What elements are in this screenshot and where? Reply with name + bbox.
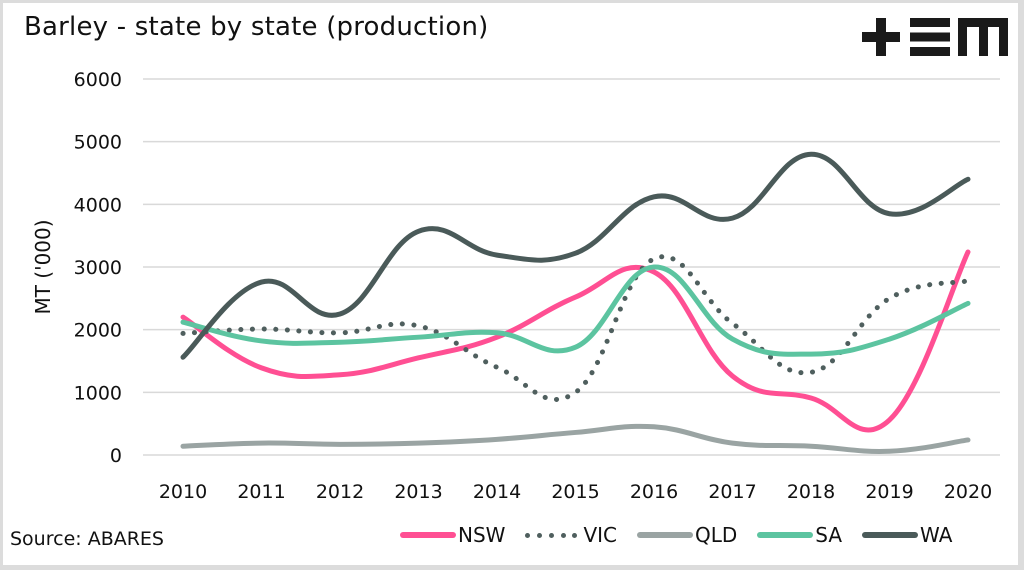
x-tick-label: 2017 <box>708 481 756 503</box>
x-tick-label: 2010 <box>159 481 207 503</box>
y-tick-label: 3000 <box>74 257 122 279</box>
legend-swatch <box>757 532 814 538</box>
series-line-qld <box>180 423 971 454</box>
legend-label: SA <box>815 523 843 547</box>
legend: NSW VIC QLD SA WA <box>400 520 972 550</box>
legend-item-wa: WA <box>862 523 952 547</box>
series-line-nsw <box>180 249 971 433</box>
y-tick-label: 4000 <box>74 194 122 216</box>
logo-e-mid <box>910 32 950 42</box>
legend-swatch <box>862 532 919 538</box>
logo-plus-v <box>876 18 886 56</box>
gridlines <box>143 78 1000 456</box>
chart-frame <box>3 3 1018 565</box>
x-tick-label: 2019 <box>865 481 913 503</box>
tem-logo <box>862 18 1008 56</box>
x-tick-label: 2011 <box>237 481 285 503</box>
legend-swatch <box>400 532 456 538</box>
legend-item-sa: SA <box>757 523 842 547</box>
legend-label: QLD <box>694 523 738 547</box>
y-axis-label: MT ('000) <box>31 219 55 314</box>
logo-e-bot <box>910 47 950 56</box>
y-tick-label: 0 <box>110 445 122 467</box>
legend-label: NSW <box>458 523 506 547</box>
source-note: Source: ABARES <box>10 528 164 550</box>
x-axis-ticks: 2010 2011 2012 2013 2014 2015 2016 2017 2018 2019… <box>159 481 992 503</box>
logo-m <box>958 18 1008 56</box>
y-tick-label: 2000 <box>74 320 122 342</box>
legend-item-vic: VIC <box>525 523 617 547</box>
x-tick-label: 2018 <box>787 481 835 503</box>
y-axis-ticks: 0 1000 2000 3000 4000 5000 6000 <box>74 69 122 467</box>
logo-e-top <box>910 18 950 27</box>
x-tick-label: 2013 <box>394 481 442 503</box>
x-tick-label: 2014 <box>473 481 521 503</box>
series-line-sa <box>180 264 971 357</box>
legend-label: VIC <box>583 523 617 547</box>
y-tick-label: 5000 <box>74 132 122 154</box>
x-tick-label: 2012 <box>316 481 364 503</box>
legend-item-qld: QLD <box>636 523 738 547</box>
series-line-wa <box>180 151 971 360</box>
y-tick-label: 6000 <box>74 69 122 91</box>
x-tick-label: 2020 <box>944 481 992 503</box>
y-tick-label: 1000 <box>74 382 122 404</box>
series-lines <box>180 151 971 454</box>
x-tick-label: 2016 <box>630 481 678 503</box>
legend-swatch <box>636 532 693 538</box>
chart-title: Barley - state by state (production) <box>24 12 489 42</box>
legend-item-nsw: NSW <box>400 523 505 547</box>
legend-swatch <box>525 532 578 538</box>
x-tick-label: 2015 <box>551 481 599 503</box>
legend-label: WA <box>920 523 953 547</box>
